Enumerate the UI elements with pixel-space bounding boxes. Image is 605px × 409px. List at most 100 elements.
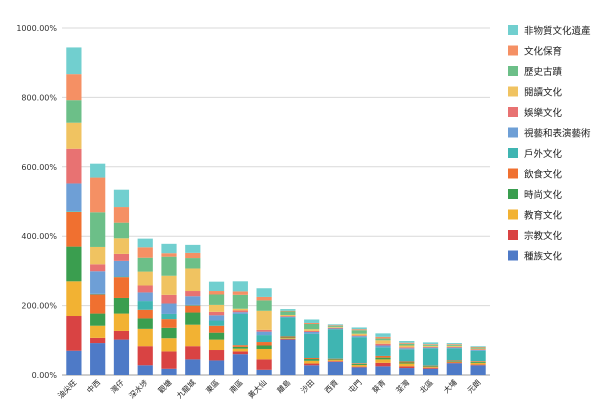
legend-label: 戶外文化 [524, 148, 563, 160]
bar-segment [66, 211, 82, 247]
bar-segment [66, 183, 82, 212]
bar-segment [90, 163, 106, 178]
bar-segment [375, 355, 391, 358]
bar-segment [161, 351, 177, 369]
bar-segment [185, 305, 201, 313]
legend-swatch [508, 45, 518, 56]
x-tick-label: 離島 [275, 377, 293, 395]
bar-segment [422, 347, 439, 349]
bar-segment [446, 344, 462, 346]
y-tick-label: 800.00% [21, 93, 57, 102]
bar-segment [446, 344, 462, 345]
bar-segment [399, 340, 415, 343]
legend-label: 時尚文化 [524, 189, 563, 201]
x-tick-label: 油尖旺 [55, 377, 78, 400]
bar-segment [137, 328, 153, 347]
bar-segment [208, 315, 225, 321]
bar-segment [399, 345, 415, 348]
bar-segment [161, 294, 177, 304]
legend-label: 歷史古蹟 [524, 66, 563, 78]
x-tick-label: 北區 [418, 378, 435, 395]
bar-segment [161, 313, 177, 320]
bar-segment [375, 340, 391, 344]
bar-segment [304, 331, 320, 334]
legend-swatch [508, 86, 518, 97]
bar-segment [137, 247, 153, 258]
bar-segment [66, 211, 82, 212]
bar-segment [90, 271, 106, 294]
bar-segment [232, 308, 248, 311]
bar-segment [137, 365, 153, 375]
bar-segment [375, 333, 391, 337]
bar-segment [470, 349, 486, 351]
bar-segment [66, 47, 82, 75]
bar-segment [422, 344, 439, 346]
bar-segment [66, 100, 82, 123]
bar-segment [161, 275, 177, 295]
bar-segment [351, 363, 367, 364]
bar-segment [113, 222, 130, 239]
legend-swatch [508, 209, 518, 220]
bar-segment [351, 366, 367, 368]
bar-segment [280, 338, 296, 339]
bar-segment [446, 346, 462, 348]
bar-segment [66, 74, 82, 101]
bar-segment [185, 346, 201, 360]
bar-segment [256, 345, 272, 349]
bar-segment [446, 343, 462, 345]
bar-segment [90, 325, 106, 338]
bar-segment [113, 277, 130, 298]
bar-segment [90, 313, 106, 326]
bar-segment [137, 318, 153, 329]
bar-segment [66, 122, 82, 149]
bar-segment [161, 319, 177, 328]
bar-segment [137, 309, 153, 319]
y-tick-label: 600.00% [21, 163, 57, 172]
bar-segment [256, 310, 272, 330]
bar-segment [90, 293, 106, 295]
bar-segment [185, 296, 201, 305]
bar-segment [232, 348, 248, 352]
bar-segment [470, 361, 486, 362]
bar-segment [422, 365, 439, 367]
bar-segment [375, 345, 391, 348]
bar-segment [113, 276, 130, 278]
bar-segment [470, 361, 486, 363]
bar-segment [137, 271, 153, 286]
bar-segment [208, 311, 225, 316]
bar-segment [161, 253, 177, 257]
bar-segment [351, 333, 367, 336]
bar-segment [375, 343, 391, 346]
bar-segment [399, 347, 415, 349]
bar-segment [399, 363, 415, 367]
bar-segment [446, 363, 462, 375]
bar-segment [304, 323, 320, 330]
bar-segment [470, 350, 486, 351]
bar-segment [304, 329, 320, 331]
bar-segment [399, 343, 415, 346]
bar-segment [280, 314, 296, 317]
bar-segment [422, 346, 439, 348]
legend-label: 文化保育 [524, 46, 562, 58]
bar-segment [256, 329, 272, 332]
legend-swatch [508, 107, 518, 117]
bar-segment [280, 337, 296, 339]
bar-segment [446, 345, 462, 347]
bar-segment [90, 343, 106, 375]
bar-segment [232, 346, 248, 349]
bar-segment [327, 358, 344, 360]
bar-segment [137, 301, 153, 310]
bar-segment [327, 327, 344, 328]
bar-segment [232, 345, 248, 347]
bar-segment [351, 367, 367, 375]
bar-segment [256, 296, 272, 301]
bar-segment [422, 368, 439, 375]
bar-segment [208, 332, 225, 340]
bar-segment [446, 361, 462, 363]
bar-segment [113, 238, 130, 254]
legend-label: 飲食文化 [524, 169, 563, 181]
bar-segment [113, 189, 130, 208]
bar-segment [232, 294, 248, 309]
